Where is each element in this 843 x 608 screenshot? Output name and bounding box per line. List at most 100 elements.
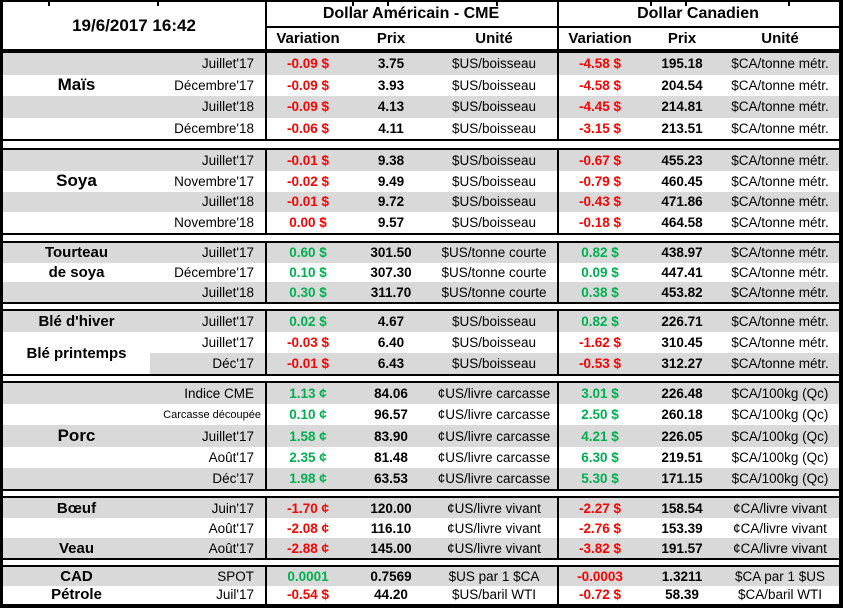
us-price-cell: 301.50 [370, 245, 412, 261]
row-label-spacer [3, 150, 150, 171]
us-variation-cell: -2.88 ¢ [286, 540, 330, 556]
us-unit-cell: ¢US/livre carcasse [437, 449, 551, 465]
ca-variation-cell: -0.67 $ [578, 152, 622, 168]
contract-cell: Juillet'18 [201, 99, 254, 115]
us-unit-cell: $US/boisseau [451, 152, 537, 168]
ca-variation-cell: -0.0003 [577, 568, 623, 584]
us-unit-cell: $US/boisseau [451, 173, 537, 189]
ca-unit-cell: $CA/baril WTI [737, 587, 822, 603]
us-variation-cell: 0.10 $ [289, 265, 327, 280]
us-unit-header: Unité [475, 30, 513, 47]
ca-unit-cell: $CA par 1 $US [734, 568, 826, 584]
gridline-stub [157, 2, 159, 6]
ca-price-cell: 464.58 [661, 215, 703, 231]
ca-variation-cell: -4.58 $ [578, 77, 622, 93]
ca-variation-cell: -0.43 $ [578, 194, 622, 210]
ca-unit-cell: $CA/tonne métr. [731, 173, 829, 189]
ca-price-cell: 460.45 [661, 173, 703, 189]
contract-cell: Juin'17 [211, 500, 254, 516]
ca-price-cell: 447.41 [661, 265, 703, 280]
us-unit-cell: ¢US/livre vivant [447, 520, 541, 536]
commodity-label: de soya [48, 263, 105, 281]
us-price-cell: 9.72 [377, 194, 405, 210]
ca-variation-cell: -4.58 $ [578, 56, 622, 72]
table-row: Juil'17 -0.54 $ 44.20 $US/baril WTI -0.72 $ 5… [3, 586, 839, 605]
commodity-label: Soya [56, 171, 97, 191]
ca-variation-cell: -3.82 $ [578, 540, 622, 556]
us-price-cell: 96.57 [374, 407, 408, 423]
commodity-label: Maïs [57, 75, 96, 95]
ca-variation-cell: -0.72 $ [578, 587, 622, 603]
currency-titles: Dollar Américain - CME Dollar Canadien [265, 2, 839, 28]
ca-variation-header: Variation [568, 30, 632, 47]
table-row: SPOT 0.0001 0.7569 $US par 1 $CA -0.0003 1.32… [3, 567, 839, 586]
contract-cell: SPOT [217, 568, 254, 584]
row-label-spacer [3, 468, 150, 489]
us-variation-cell: -0.02 $ [286, 173, 330, 189]
contract-cell: Juillet'17 [201, 428, 254, 444]
us-price-cell: 9.49 [377, 173, 405, 189]
us-price-cell: 307.30 [370, 265, 412, 280]
us-unit-cell: $US/tonne courte [441, 265, 547, 280]
contract-cell: Indice CME [184, 386, 254, 402]
ca-unit-cell: ¢CA/livre vivant [733, 540, 827, 556]
section-mais: Juillet'17 -0.09 $ 3.75 $US/boisseau -4.58 $… [3, 51, 839, 141]
contract-cell: Août'17 [208, 540, 254, 556]
ca-unit-cell: $CA/tonne métr. [731, 120, 829, 136]
table-row: Juillet'17 -0.03 $ 6.40 $US/boisseau -1.62 $… [3, 332, 839, 353]
commodity-label: Blé d'hiver [38, 313, 115, 330]
us-price-cell: 0.7569 [370, 568, 412, 584]
us-variation-cell: -0.01 $ [286, 152, 330, 168]
header-right: Dollar Américain - CME Dollar Canadien V… [265, 2, 839, 49]
table-row: Juillet'17 -0.01 $ 9.38 $US/boisseau -0.67 $… [3, 150, 839, 171]
ca-variation-cell: 4.21 $ [581, 428, 619, 444]
us-variation-cell: 1.98 ¢ [289, 470, 327, 486]
contract-cell: Déc'17 [212, 470, 254, 486]
ca-unit-cell: $CA/tonne métr. [731, 215, 829, 231]
contract-cell: Novembre'18 [174, 215, 254, 231]
row-label-spacer [3, 447, 150, 468]
rows-container: Indice CME 1.13 ¢ 84.06 ¢US/livre carcasse 3… [3, 383, 839, 490]
contract-cell: Juillet'18 [201, 194, 254, 210]
ca-unit-cell: $CA/tonne métr. [731, 56, 829, 72]
us-variation-cell: -0.06 $ [286, 120, 330, 136]
table-row: Déc'17 -0.01 $ 6.43 $US/boisseau -0.53 $ 312.… [3, 353, 839, 374]
us-unit-cell: $US/boisseau [451, 99, 537, 115]
us-variation-cell: 0.30 $ [289, 284, 327, 300]
us-price-cell: 311.70 [370, 284, 412, 300]
us-price-cell: 116.10 [370, 520, 412, 536]
ca-price-cell: 213.51 [661, 120, 703, 136]
table-row: Juillet'17 1.58 ¢ 83.90 ¢US/livre carcasse 4… [3, 425, 839, 447]
ca-variation-cell: -1.62 $ [578, 335, 622, 350]
us-variation-cell: -2.08 ¢ [286, 520, 330, 536]
column-headers: Variation Prix Unité Variation Prix Unit… [265, 28, 839, 49]
contract-cell: Juillet'17 [201, 245, 254, 261]
row-label-spacer [3, 404, 150, 425]
ca-unit-cell: $CA/tonne métr. [731, 152, 829, 168]
us-dollar-title: Dollar Américain - CME [322, 5, 500, 22]
us-price-cell: 3.93 [377, 77, 405, 93]
us-price-cell: 4.11 [378, 120, 404, 136]
section-porc: Indice CME 1.13 ¢ 84.06 ¢US/livre carcasse 3… [3, 381, 839, 491]
ca-unit-cell: $CA/tonne métr. [731, 245, 829, 261]
contract-cell: Novembre'17 [174, 173, 254, 189]
contract-cell: Décembre'17 [174, 265, 254, 280]
contract-cell: Juillet'18 [201, 284, 254, 300]
gridline-stub [387, 2, 389, 6]
table-row: Décembre'17 -0.09 $ 3.93 $US/boisseau -4.58 … [3, 75, 839, 97]
us-variation-cell: -0.54 $ [286, 587, 330, 603]
ca-unit-cell: $CA/100kg (Qc) [731, 449, 829, 465]
us-unit-cell: ¢US/livre carcasse [437, 470, 551, 486]
us-price-cell: 145.00 [370, 540, 412, 556]
us-variation-cell: -0.03 $ [286, 335, 330, 350]
ca-price-cell: 453.82 [661, 284, 703, 300]
us-variation-cell: 1.13 ¢ [289, 386, 327, 402]
ca-variation-cell: -4.45 $ [578, 99, 622, 115]
us-unit-cell: $US/boisseau [451, 194, 537, 210]
table-row: Août'17 -2.88 ¢ 145.00 ¢US/livre vivant -3.8… [3, 538, 839, 558]
section-boeuf: Juin'17 -1.70 ¢ 120.00 ¢US/livre vivant -2.2… [3, 496, 839, 560]
us-unit-cell: $US/boisseau [451, 335, 537, 350]
ca-price-cell: 158.54 [661, 500, 703, 516]
us-unit-cell: ¢US/livre vivant [447, 500, 541, 516]
